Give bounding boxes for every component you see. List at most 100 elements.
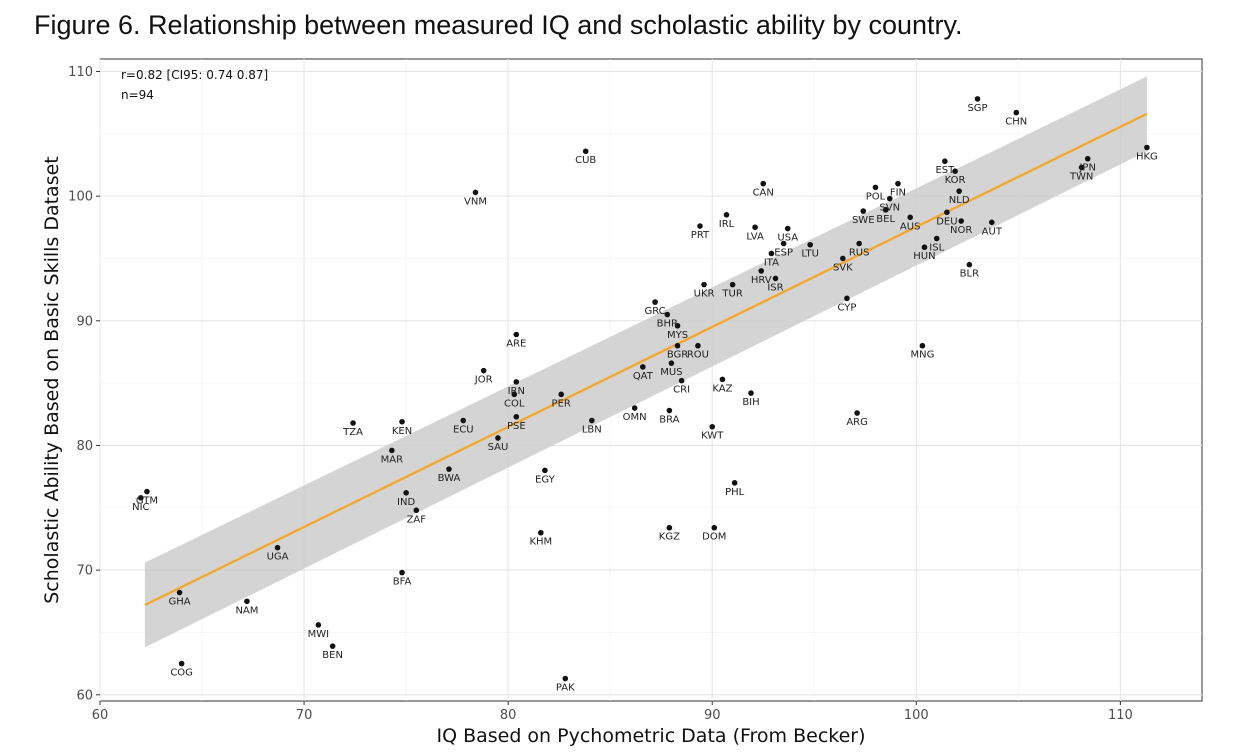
point-label-arg: ARG [846,417,868,428]
point-qat [640,364,646,370]
point-hkg [1144,144,1150,151]
point-mys [674,322,681,329]
x-tick-label: 110 [1108,708,1133,723]
point-label-bgr: BGR [667,350,688,361]
point-label-usa: USA [777,233,798,244]
point-ukr [701,281,707,288]
point-label-col: COL [504,398,525,409]
x-axis-title: IQ Based on Pychometric Data (From Becke… [436,725,865,747]
point-ltu [807,241,813,248]
point-hun [921,244,928,251]
point-label-svn: SVN [879,203,900,214]
point-tur [729,281,736,288]
point-label-bhr: BHR [657,319,678,330]
figure-title: Figure 6. Relationship between measured … [34,10,963,40]
confidence-band [144,76,1147,648]
point-tza [350,420,356,426]
point-label-bra: BRA [659,415,679,426]
point-label-nam: NAM [235,605,258,616]
point-label-sgp: SGP [967,103,987,114]
point-per [558,391,565,398]
point-label-jor: JOR [474,375,493,386]
point-label-tza: TZA [342,427,363,438]
point-arg [854,410,860,416]
point-label-kwt: KWT [701,431,724,442]
point-irl [723,212,730,218]
point-bgr [674,342,681,349]
point-label-ind: IND [397,497,415,508]
y-tick-label: 90 [76,314,93,329]
sample-size-annotation: n=94 [121,88,154,102]
point-label-tur: TUR [721,289,742,300]
point-ind [403,490,409,496]
point-svn [886,195,893,202]
point-label-esp: ESP [774,247,793,258]
point-bhr [664,311,671,318]
point-label-twn: TWN [1069,171,1093,182]
point-are [513,331,520,338]
point-label-isl: ISL [929,243,944,254]
point-gtm [144,488,150,495]
point-bih [748,390,754,396]
point-kgz [666,524,673,531]
point-est [942,158,948,165]
point-label-qat: QAT [633,371,654,382]
point-jor [480,367,487,374]
point-grc [652,299,658,305]
point-label-zaf: ZAF [407,514,427,525]
point-jpn [1084,155,1091,162]
point-vnm [472,189,479,196]
point-label-nld: NLD [949,195,970,206]
point-lva [752,224,758,231]
point-twn [1078,164,1085,171]
regression-line [144,112,1148,606]
point-label-khm: KHM [529,537,552,548]
point-label-pak: PAK [556,683,575,694]
point-cog [178,660,185,667]
point-rou [695,342,701,349]
x-axis-ticks: 60 70 80 90 100 110 [92,701,1133,723]
point-label-bel: BEL [876,214,895,225]
point-deu [944,209,950,216]
x-tick-label: 100 [904,708,929,723]
point-blr [966,261,973,268]
y-axis-ticks: 60 70 80 90 100 110 [68,65,100,703]
point-col [511,391,518,398]
point-bwa [446,466,452,472]
point-sgp [974,96,981,102]
point-hrv [758,268,764,274]
point-bel [882,207,889,213]
point-isr [772,275,779,282]
point-swe [860,208,867,214]
point-label-sau: SAU [488,442,509,453]
point-label-bfa: BFA [393,577,412,588]
point-label-bih: BIH [742,397,759,408]
point-pse [513,413,520,420]
point-label-pol: POL [866,191,886,202]
point-pol [872,184,879,191]
point-label-est: EST [935,165,955,176]
point-label-fin: FIN [890,188,906,199]
point-ken [399,418,405,425]
y-tick-label: 70 [76,564,93,579]
correlation-annotation: r=0.82 [CI95: 0.74 0.87] [121,68,268,82]
point-label-blr: BLR [960,269,979,280]
point-label-gha: GHA [169,597,191,608]
point-label-kaz: KAZ [712,383,732,394]
point-label-prt: PRT [691,230,710,241]
point-bfa [399,569,405,576]
point-label-bwa: BWA [438,473,461,484]
point-label-nic: NIC [132,502,149,513]
point-mwi [315,622,322,628]
point-label-deu: DEU [936,216,957,227]
point-dom [711,524,718,531]
point-label-svk: SVK [833,262,853,273]
point-label-pse: PSE [507,421,526,432]
point-label-irn: IRN [508,386,525,397]
point-label-ben: BEN [322,650,343,661]
point-label-grc: GRC [644,306,665,317]
point-label-can: CAN [753,188,774,199]
point-kaz [719,376,726,383]
point-label-irl: IRL [719,219,735,230]
point-esp [780,240,787,247]
